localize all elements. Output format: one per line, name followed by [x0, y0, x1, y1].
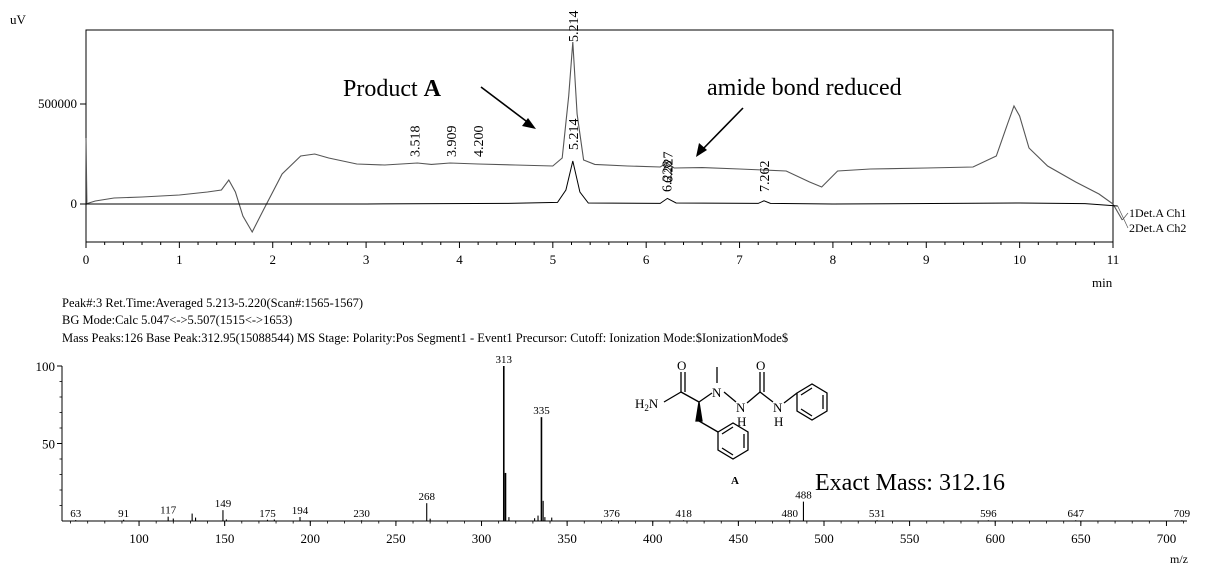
ms-y-axis: 50 100: [36, 359, 62, 506]
ms-peak-label: 647: [1067, 508, 1084, 520]
ms-x-tick-label: 650: [1071, 531, 1091, 546]
atom-h-n3: H: [774, 414, 783, 429]
chrom-peak-label: 6.227: [661, 152, 676, 184]
chrom-peak-label: 3.909: [445, 126, 460, 158]
ms-x-tick-label: 100: [129, 531, 149, 546]
ms-x-tick-label: 500: [814, 531, 834, 546]
chrom-legend-entry-1: 1Det.A Ch1: [1129, 206, 1186, 220]
ms-peak-label: 117: [160, 505, 177, 517]
ms-peak-label: 230: [353, 508, 370, 520]
ms-peak-label: 418: [675, 508, 692, 520]
ms-info-line-1: Peak#:3 Ret.Time:Averaged 5.213-5.220(Sc…: [62, 296, 363, 310]
ms-x-tick-label: 200: [301, 531, 321, 546]
ms-x-tick-label: 600: [985, 531, 1005, 546]
chromatogram: uV 0 1 2 3 4 5 6 7 8 9 10 11 0 500000 min 3.518 3.909…: [10, 11, 1186, 291]
chrom-x-tick-label: 8: [830, 252, 837, 267]
chrom-legend-entry-2: 2Det.A Ch2: [1129, 221, 1186, 235]
chrom-peak-label: 7.262: [758, 161, 773, 193]
chrom-y-tick-label: 0: [71, 196, 78, 211]
chrom-peak-label: 3.518: [408, 126, 423, 158]
chrom-x-tick-label: 1: [176, 252, 183, 267]
ms-peak-label: 63: [70, 508, 82, 520]
chrom-legend-leader-1: [1122, 212, 1129, 221]
ms-peak-label: 335: [533, 405, 550, 417]
ms-x-tick-label: 700: [1157, 531, 1177, 546]
ms-x-tick-label: 400: [643, 531, 663, 546]
chrom-x-tick-label: 3: [363, 252, 370, 267]
ms-peak-label: 596: [980, 508, 997, 520]
chrom-legend-leader-2: [1117, 205, 1129, 229]
ms-y-tick-label: 50: [42, 437, 55, 452]
atom-n2: N: [736, 400, 746, 415]
chrom-x-tick-label: 6: [643, 252, 650, 267]
ms-x-tick-label: 550: [900, 531, 920, 546]
chrom-x-tick-label: 2: [269, 252, 276, 267]
ms-info-line-2: BG Mode:Calc 5.047<->5.507(1515<->1653): [62, 313, 293, 327]
exact-mass-label: Exact Mass: 312.16: [815, 470, 1005, 496]
chrom-peak-label: 6.228: [660, 161, 675, 193]
arrow-product-a: [480, 86, 536, 129]
chrom-peak-label: 5.214: [567, 11, 582, 43]
ms-peak-label: 531: [869, 508, 886, 520]
ms-peak-label: 313: [496, 354, 513, 366]
ms-y-tick-label: 100: [36, 359, 56, 374]
atom-n1: N: [712, 385, 722, 400]
chrom-x-tick-label: 4: [456, 252, 463, 267]
chrom-plot-frame: [85, 29, 1114, 243]
chrom-y-tick-label: 500000: [38, 96, 77, 111]
ms-peak-label: 268: [418, 491, 435, 503]
ms-x-axis: 100 150 200 250 300 350 400 450 500 550 600 650 700: [70, 521, 1184, 546]
ms-peak-label: 91: [118, 508, 129, 520]
ms-x-tick-label: 250: [386, 531, 406, 546]
chrom-series-1-line: [85, 41, 1123, 234]
phenyl-ring-benzyl: [717, 422, 749, 460]
ms-x-tick-label: 450: [729, 531, 749, 546]
chemical-structure-a: H2N O N N H O N H: [635, 358, 828, 487]
chrom-x-tick-label: 5: [550, 252, 557, 267]
chrom-x-tick-label: 10: [1013, 252, 1026, 267]
atom-n3: N: [773, 400, 783, 415]
atom-o-urea: O: [756, 358, 765, 373]
chrom-y-unit: uV: [10, 12, 27, 27]
chrom-x-tick-label: 7: [736, 252, 743, 267]
annotation-amide-bond-reduced: amide bond reduced: [707, 75, 902, 101]
atom-o-amide: O: [677, 358, 686, 373]
ms-x-unit: m/z: [1170, 552, 1188, 564]
ms-x-tick-label: 300: [472, 531, 492, 546]
ms-info-line-3: Mass Peaks:126 Base Peak:312.95(15088544…: [62, 331, 789, 345]
chrom-x-tick-label: 0: [83, 252, 90, 267]
atom-h-n2: H: [737, 414, 746, 429]
ms-peak-label: 480: [781, 508, 798, 520]
ms-peak-bars: [75, 366, 1183, 521]
ms-peak-labels: 63 91 117 149 175 194 230 268 313 335 376 418 480 488…: [70, 354, 1190, 520]
ms-peak-label: 709: [1174, 508, 1191, 520]
chrom-x-tick-label: 11: [1107, 252, 1120, 267]
compound-label: A: [731, 475, 739, 487]
ms-peak-label: 194: [292, 505, 309, 517]
ms-peak-label: 488: [795, 490, 812, 502]
phenyl-ring-right: [796, 383, 828, 421]
chrom-peak-label: 5.214: [567, 119, 582, 151]
ms-peak-label: 376: [603, 508, 620, 520]
ms-peak-label: 149: [215, 498, 232, 510]
arrow-amide-bond-reduced: [696, 107, 744, 157]
atom-h2n: H2N: [635, 396, 659, 413]
chrom-x-unit: min: [1092, 275, 1113, 290]
chrom-series-2-line: [86, 160, 1118, 207]
annotation-product-a: Product A: [343, 76, 442, 102]
ms-x-tick-label: 350: [557, 531, 577, 546]
chrom-peak-label: 4.200: [472, 126, 487, 158]
ms-x-tick-label: 150: [215, 531, 235, 546]
chrom-series-layer: [85, 41, 1123, 234]
mass-spectrum: 100 150 200 250 300 350 400 450 500 550 600 650 700 …: [36, 354, 1191, 564]
chrom-x-axis: 0 1 2 3 4 5 6 7 8 9 10 11: [83, 242, 1120, 267]
chrom-x-tick-label: 9: [923, 252, 930, 267]
ms-peak-label: 175: [259, 508, 276, 520]
chrom-y-axis: 0 500000: [38, 96, 86, 211]
